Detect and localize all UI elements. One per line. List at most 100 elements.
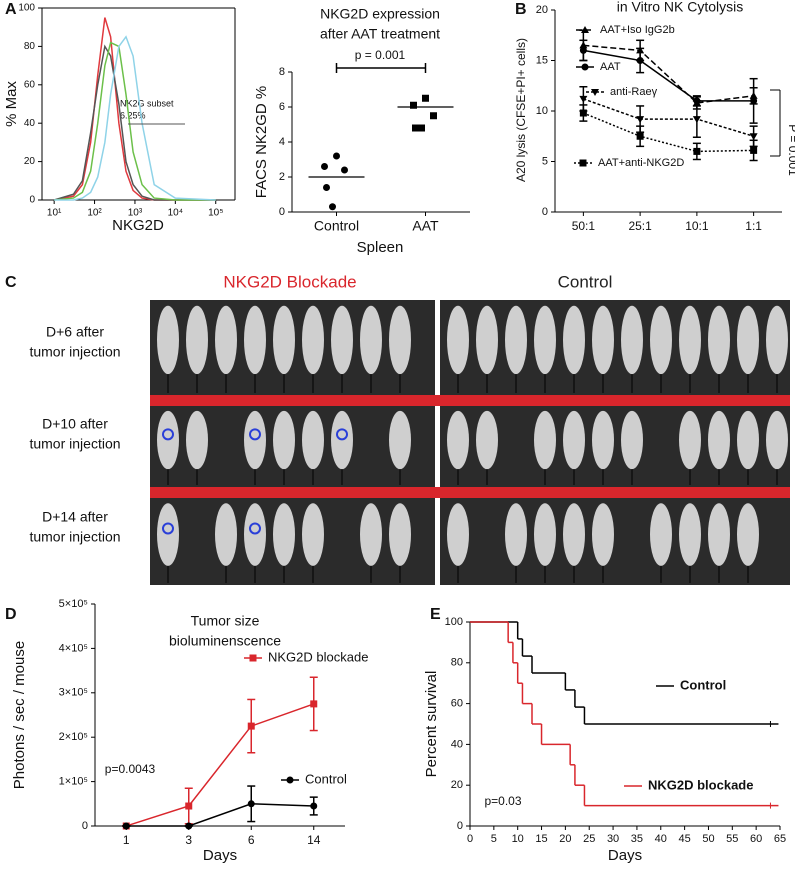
- panel-label: A: [5, 1, 17, 18]
- mouse: [389, 410, 411, 470]
- x-tick-label: 25:1: [628, 219, 652, 233]
- y-tick-label: 8: [279, 66, 285, 78]
- mouse: [157, 305, 179, 375]
- chart-title: Tumor size: [191, 613, 260, 629]
- x-tick-label: 10¹: [47, 208, 62, 219]
- mouse: [186, 305, 208, 375]
- marker: [122, 822, 130, 830]
- x-tick-label: 45: [678, 833, 690, 845]
- mouse: [273, 410, 295, 470]
- y-tick-label: 2×10⁵: [59, 731, 88, 743]
- series-line: [54, 35, 216, 201]
- mouse: [273, 305, 295, 375]
- mouse: [331, 305, 353, 375]
- series-line: [583, 112, 754, 153]
- x-tick-label: 55: [726, 833, 738, 845]
- annotation: P = 0.001: [786, 124, 795, 176]
- legend-label: Control: [305, 771, 347, 786]
- mouse: [157, 503, 179, 566]
- mouse: [563, 410, 585, 470]
- marker: [329, 203, 336, 211]
- y-tick-label: 10: [536, 105, 548, 117]
- row-label: tumor injection: [29, 344, 120, 360]
- series-line: [53, 44, 216, 201]
- mouse: [737, 503, 759, 566]
- marker: [185, 802, 193, 810]
- image-panel: [150, 300, 790, 585]
- y-tick-label: 0: [542, 206, 548, 218]
- mouse: [505, 503, 527, 566]
- x-axis-label: Days: [608, 847, 642, 864]
- x-tick-label: 1: [123, 833, 130, 847]
- x-tick-label: 10⁵: [208, 208, 223, 219]
- mouse: [447, 305, 469, 375]
- x-axis-label: NKG2D: [112, 217, 164, 234]
- marker: [579, 109, 587, 117]
- marker: [247, 722, 255, 730]
- annotation: p = 0.001: [355, 48, 406, 62]
- y-tick-label: 20: [24, 156, 36, 167]
- y-axis-label: Percent survival: [423, 671, 440, 778]
- mouse: [679, 503, 701, 566]
- x-tick-label: 1:1: [745, 219, 762, 233]
- x-tick-label: 10²: [87, 208, 102, 219]
- panel-label: E: [430, 606, 441, 623]
- tumor-signal: [162, 428, 174, 441]
- y-tick-label: 1×10⁵: [59, 776, 88, 788]
- marker: [341, 166, 348, 174]
- legend-label: AAT: [600, 61, 621, 73]
- mouse: [737, 305, 759, 375]
- legend-label: NKG2D blockade: [268, 649, 368, 664]
- row-label: D+14 after: [42, 509, 108, 525]
- annotation: 6.25%: [120, 110, 146, 120]
- row-label: tumor injection: [29, 529, 120, 545]
- y-tick-label: 5: [542, 155, 548, 167]
- y-tick-label: 0: [82, 820, 88, 832]
- mouse: [679, 410, 701, 470]
- y-tick-label: 60: [451, 698, 463, 710]
- mouse: [621, 410, 643, 470]
- marker: [430, 112, 437, 120]
- y-tick-label: 80: [451, 657, 463, 669]
- mouse: [708, 305, 730, 375]
- mouse: [650, 503, 672, 566]
- x-tick-label: 30: [607, 833, 619, 845]
- marker: [410, 101, 417, 109]
- mouse: [708, 410, 730, 470]
- x-tick-label: 35: [631, 833, 643, 845]
- series-line: [54, 17, 216, 201]
- annotation: NK2G subset: [120, 98, 174, 108]
- marker: [636, 116, 645, 124]
- x-tick-label: 10³: [128, 208, 143, 219]
- x-tick-label: 0: [467, 833, 473, 845]
- mouse: [215, 305, 237, 375]
- series-line: [126, 803, 314, 827]
- x-tick-label: Control: [314, 218, 359, 234]
- y-tick-label: 80: [24, 41, 36, 52]
- chart-title: bioluminenscence: [169, 633, 281, 649]
- mouse: [360, 503, 382, 566]
- y-axis-label: % Max: [3, 81, 20, 127]
- legend-label: NKG2D blockade: [648, 777, 753, 792]
- marker: [418, 124, 425, 132]
- marker: [750, 146, 758, 154]
- series-line: [126, 703, 315, 827]
- y-axis-label: FACS NK2GD %: [253, 86, 270, 199]
- mouse: [766, 305, 788, 375]
- x-tick-label: 40: [655, 833, 667, 845]
- chart-title: NKG2D expression: [320, 6, 440, 22]
- legend-label: AAT+anti-NKG2D: [598, 157, 684, 169]
- marker: [636, 132, 644, 140]
- bioluminescence-image: [440, 300, 790, 585]
- mouse: [476, 305, 498, 375]
- mouse: [244, 305, 266, 375]
- panel-label: D: [5, 606, 17, 623]
- marker: [581, 26, 589, 33]
- x-axis-label: Days: [203, 847, 237, 864]
- y-tick-label: 100: [445, 616, 463, 628]
- x-tick-label: 65: [774, 833, 786, 845]
- y-tick-label: 100: [18, 3, 35, 14]
- column-title: Control: [558, 272, 613, 291]
- series-line: [54, 41, 216, 201]
- marker: [579, 46, 587, 54]
